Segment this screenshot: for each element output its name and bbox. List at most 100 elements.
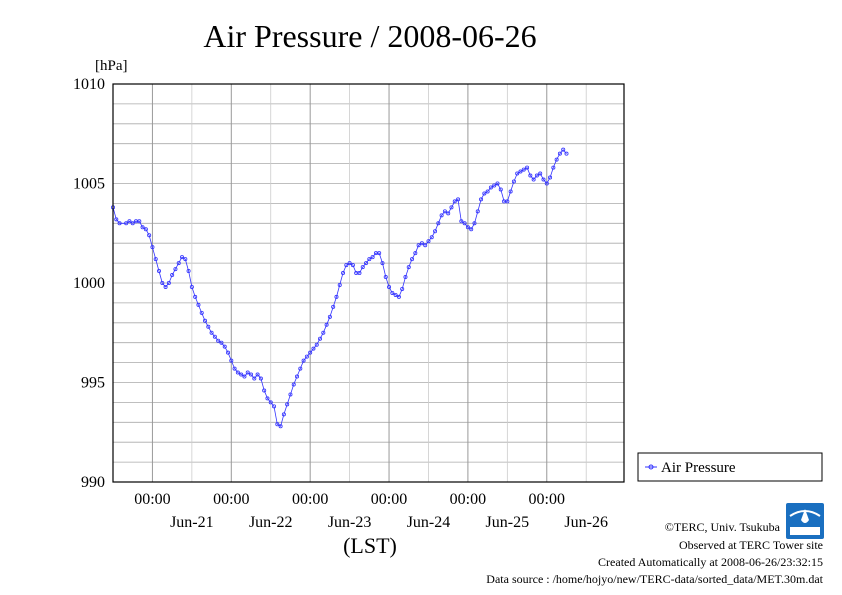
x-axis-label: (LST) (343, 533, 397, 558)
data-point (242, 374, 247, 379)
data-point (334, 294, 339, 299)
data-point (528, 173, 533, 178)
data-point (377, 251, 382, 256)
data-point (410, 257, 415, 262)
data-point (183, 257, 188, 262)
data-point (511, 179, 516, 184)
x-tick-time-label: 00:00 (529, 491, 565, 508)
data-point (206, 324, 211, 329)
data-point (367, 257, 372, 262)
data-point (239, 372, 244, 377)
data-point (186, 269, 191, 274)
data-point (203, 318, 208, 323)
data-point (561, 147, 566, 152)
y-tick-label: 1000 (73, 275, 105, 292)
data-point (199, 310, 204, 315)
grid-lines (113, 84, 624, 482)
data-point (160, 280, 165, 285)
data-point (153, 257, 158, 262)
data-point (314, 342, 319, 347)
x-tick-day-label: Jun-25 (486, 514, 530, 531)
data-point (538, 171, 543, 176)
terc-logo (786, 503, 824, 539)
data-point (301, 358, 306, 363)
data-point (124, 221, 129, 226)
data-point (390, 290, 395, 295)
data-point (127, 219, 132, 224)
data-point (403, 275, 408, 280)
data-point (298, 366, 303, 371)
data-point (189, 284, 194, 289)
data-point (341, 271, 346, 276)
data-point (308, 350, 313, 355)
data-point (327, 314, 332, 319)
data-point (413, 251, 418, 256)
data-point (557, 151, 562, 156)
data-point (521, 167, 526, 172)
data-point (117, 221, 122, 226)
data-point (268, 400, 273, 405)
data-point (475, 209, 480, 214)
data-point (170, 273, 175, 278)
footer-observed: Observed at TERC Tower site (679, 538, 823, 552)
data-point (193, 294, 198, 299)
footer-created: Created Automatically at 2008-06-26/23:3… (598, 555, 823, 569)
plot-frame (112, 83, 625, 483)
x-tick-day-label: Jun-24 (407, 514, 451, 531)
data-point (544, 181, 549, 186)
x-tick-time-label: 00:00 (213, 491, 249, 508)
data-point (485, 189, 490, 194)
data-point (252, 376, 257, 381)
data-point (291, 382, 296, 387)
data-point (281, 412, 286, 417)
data-point (140, 225, 145, 230)
data-point (436, 221, 441, 226)
x-tick-time-label: 00:00 (371, 491, 407, 508)
data-point (508, 189, 513, 194)
y-tick-label: 1005 (73, 176, 105, 193)
data-point (492, 183, 497, 188)
legend-box (637, 452, 823, 482)
legend-label-air-pressure: Air Pressure (661, 460, 736, 476)
data-point (235, 370, 240, 375)
data-point (229, 358, 234, 363)
data-point (495, 181, 500, 186)
data-point (249, 372, 254, 377)
data-point (255, 372, 260, 377)
data-point (429, 235, 434, 240)
data-point (311, 346, 316, 351)
data-point (387, 284, 392, 289)
series-air-pressure (111, 147, 569, 429)
footer-copyright: ©TERC, Univ. Tsukuba (665, 520, 781, 534)
data-point (344, 263, 349, 268)
data-point (396, 294, 401, 299)
data-point (433, 229, 438, 234)
data-point (456, 197, 461, 202)
data-point (449, 205, 454, 210)
data-point (360, 265, 365, 270)
data-point (459, 219, 464, 224)
x-tick-day-label: Jun-23 (328, 514, 372, 531)
data-point (534, 173, 539, 178)
data-point (321, 330, 326, 335)
x-tick-day-label: Jun-21 (170, 514, 214, 531)
data-point (370, 255, 375, 260)
x-tick-time-label: 00:00 (134, 491, 170, 508)
data-point (488, 185, 493, 190)
data-point (380, 261, 385, 266)
data-point (147, 233, 152, 238)
data-point (275, 422, 280, 427)
data-point (564, 151, 569, 156)
data-point (505, 199, 510, 204)
legend: Air Pressure (637, 452, 823, 482)
data-point (357, 271, 362, 276)
data-point (209, 330, 214, 335)
data-point (324, 322, 329, 327)
data-point (423, 243, 428, 248)
data-point (518, 169, 523, 174)
y-axis-unit: [hPa] (95, 58, 128, 74)
data-point (262, 388, 267, 393)
data-point (462, 221, 467, 226)
data-point (347, 261, 352, 266)
footer-source: Data source : /home/hojyo/new/TERC-data/… (486, 572, 823, 586)
